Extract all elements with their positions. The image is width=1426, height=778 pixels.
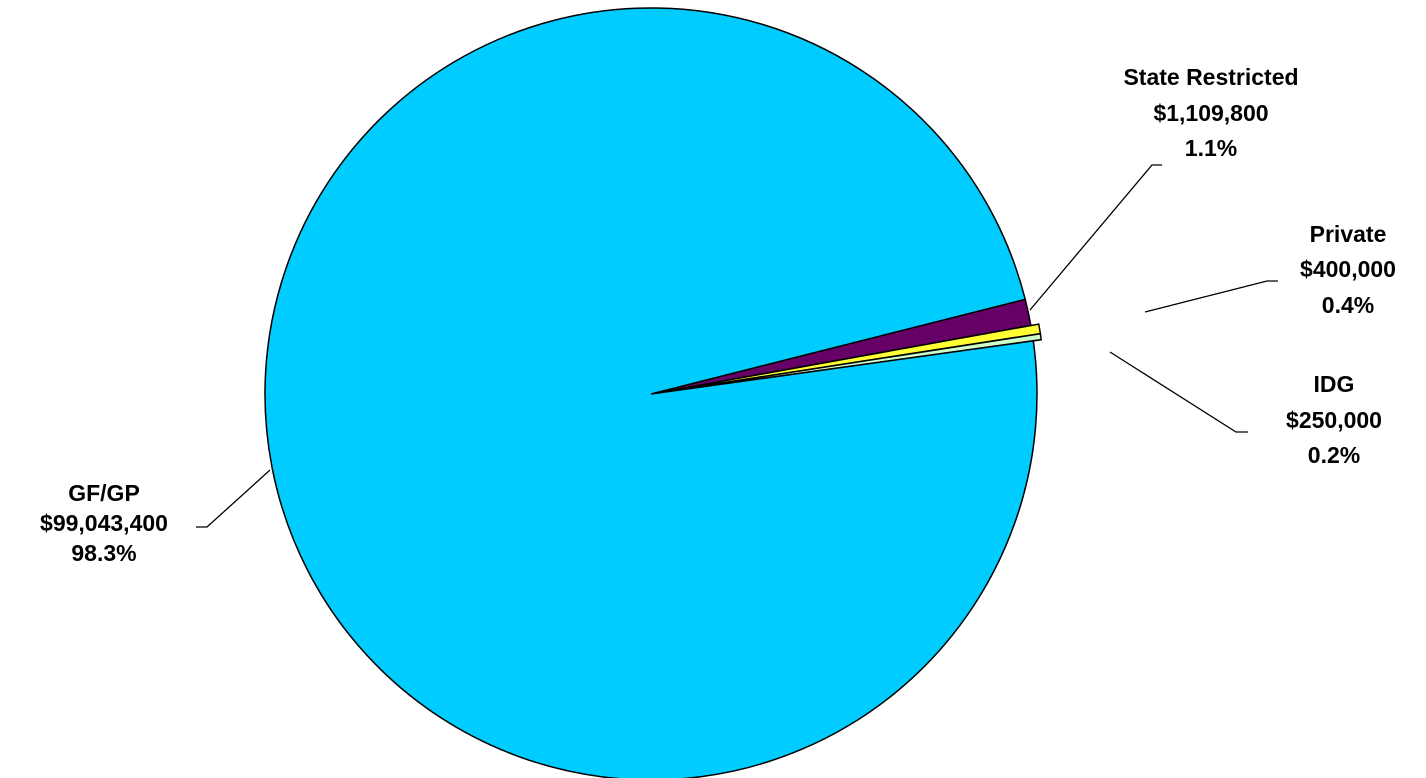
label-name: Private [1310, 221, 1387, 247]
label-gf-gp: GF/GP $99,043,400 98.3% [40, 480, 168, 566]
label-percent: 0.2% [1308, 442, 1360, 468]
pie-slice-idg [658, 332, 1043, 394]
label-state-restricted: State Restricted $1,109,800 1.1% [1123, 64, 1298, 161]
leader-line-idg [1109, 351, 1248, 433]
label-name: GF/GP [68, 480, 140, 506]
leader-line-private [1144, 280, 1278, 313]
leader-line-gf-gp [196, 469, 271, 528]
label-amount: $400,000 [1300, 256, 1396, 282]
label-idg: IDG $250,000 0.2% [1286, 371, 1382, 468]
label-amount: $1,109,800 [1153, 100, 1268, 126]
label-private: Private $400,000 0.4% [1300, 221, 1396, 318]
label-percent: 0.4% [1322, 292, 1374, 318]
label-percent: 1.1% [1185, 135, 1237, 161]
label-amount: $250,000 [1286, 407, 1382, 433]
label-amount: $99,043,400 [40, 510, 168, 536]
label-name: State Restricted [1123, 64, 1298, 90]
label-percent: 98.3% [71, 540, 136, 566]
label-name: IDG [1314, 371, 1355, 397]
pie-slices [264, 7, 1043, 778]
leader-line-state-restricted [1029, 164, 1162, 311]
leader-lines [196, 164, 1278, 528]
pie-slice-gf-gp [264, 7, 1038, 778]
